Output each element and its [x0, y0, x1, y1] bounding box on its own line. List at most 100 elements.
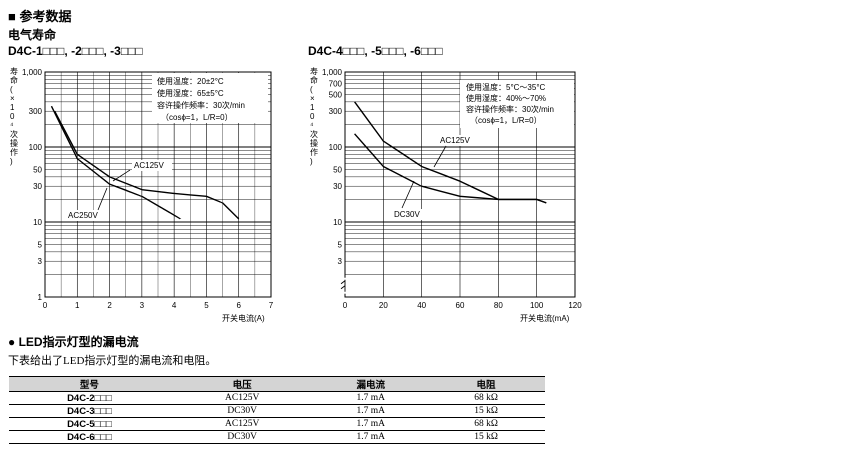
chart1-y-label: 寿命(× 1 0 ⁴ 次操作) [10, 66, 18, 166]
chart1-series-label-1: AC125V [134, 161, 164, 170]
c1-y-tick-label: 3 [38, 257, 43, 266]
c2-x-tick-label: 40 [417, 301, 426, 310]
table-header-row: 型号 电压 漏电流 电阻 [9, 376, 545, 392]
c2-x-tick-label: 100 [530, 301, 544, 310]
c1-y-tick-label: 100 [29, 143, 43, 152]
c1-y-tick-label: 1,000 [22, 68, 43, 77]
c1-x-tick-label: 0 [43, 301, 48, 310]
c1-x-tick-label: 2 [107, 301, 112, 310]
c2-y-tick-label: 10 [333, 218, 342, 227]
c2-x-tick-label: 60 [456, 301, 465, 310]
c2-y-tick-label: 100 [329, 143, 343, 152]
section2-heading: ● LED指示灯型的漏电流 [8, 335, 139, 349]
c1-x-tick-label: 4 [172, 301, 177, 310]
c2-y-tick-label: 3 [338, 257, 343, 266]
c2-x-tick-label: 120 [568, 301, 582, 310]
leakage-table: 型号 电压 漏电流 电阻 D4C-2□□□ AC125V 1.7 mA 68 k… [9, 376, 545, 444]
chart1-notes-box [152, 73, 268, 123]
cell-voltage: DC30V [169, 404, 315, 418]
chart1-note-3: 容许操作频率：30次/min [157, 100, 245, 110]
c2-x-tick-label: 20 [379, 301, 388, 310]
chart1-label-bg-1 [132, 160, 172, 171]
col-header-resistance: 电阻 [427, 376, 545, 392]
chart1-note-4: （cosϕ=1，L/R=0） [161, 113, 233, 122]
chart1-leader-1 [112, 169, 131, 182]
c1-x-tick-label: 1 [75, 301, 80, 310]
col-header-leakage: 漏电流 [314, 376, 428, 392]
c2-y-tick-label: 1,000 [322, 68, 343, 77]
chart2-leader-2 [401, 180, 415, 209]
chart2-series-label-2: DC30V [394, 210, 420, 219]
chart2-notes-box [460, 80, 574, 128]
chart2-note-3: 容许操作频率：30次/min [466, 104, 554, 114]
subsection-heading: 电气寿命 [8, 28, 57, 42]
cell-resistance: 15 kΩ [427, 430, 545, 444]
c1-series-line-2 [50, 105, 181, 220]
c1-frame [44, 71, 272, 298]
chart2-note-1: 使用温度：5°C～35°C [466, 82, 546, 92]
cell-model: D4C-2□□□ [9, 391, 170, 405]
chart2-series-label-1: AC125V [440, 136, 470, 145]
c2-y-tick-label: 700 [329, 80, 343, 89]
chart1-x-label: 开关电流(A) [222, 313, 265, 323]
cell-resistance: 68 kΩ [427, 417, 545, 431]
col-header-voltage: 电压 [169, 376, 315, 392]
chart1-note-2: 使用湿度：65±5°C [157, 88, 224, 98]
c1-y-tick-label: 300 [29, 107, 43, 116]
cell-resistance: 68 kΩ [427, 391, 545, 405]
c1-x-tick-label: 3 [140, 301, 145, 310]
cell-voltage: AC125V [169, 391, 315, 405]
cell-model: D4C-3□□□ [9, 404, 170, 418]
section-heading: ■ 参考数据 [8, 9, 72, 24]
chart2-note-2: 使用湿度：40%～70% [466, 93, 546, 103]
section2-description: 下表给出了LED指示灯型的漏电流和电阻。 [8, 355, 217, 367]
cell-model: D4C-6□□□ [9, 430, 170, 444]
c2-frame [344, 71, 576, 298]
c1-y-tick-label: 30 [33, 182, 42, 191]
table-row: D4C-3□□□ DC30V 1.7 mA 15 kΩ [9, 404, 545, 418]
chart2-label-bg-1 [438, 135, 478, 146]
c2-series-line-2 [354, 133, 547, 204]
chart2-leader-1 [433, 145, 447, 168]
c2-x-tick-label: 0 [343, 301, 348, 310]
c2-y-tick-label: 30 [333, 182, 342, 191]
c1-x-tick-label: 7 [269, 301, 274, 310]
chart2-label-bg-2 [392, 209, 428, 220]
chart1-note-1: 使用温度：20±2°C [157, 76, 224, 86]
col-header-model: 型号 [9, 376, 170, 392]
cell-model: D4C-5□□□ [9, 417, 170, 431]
chart1-leader-2 [97, 187, 108, 211]
cell-leakage: 1.7 mA [314, 417, 428, 431]
cell-leakage: 1.7 mA [314, 430, 428, 444]
cell-leakage: 1.7 mA [314, 404, 428, 418]
c1-y-tick-label: 50 [33, 166, 42, 175]
table-row: D4C-2□□□ AC125V 1.7 mA 68 kΩ [9, 391, 545, 405]
table-row: D4C-5□□□ AC125V 1.7 mA 68 kΩ [9, 417, 545, 431]
c2-y-tick-label: 500 [329, 91, 343, 100]
cell-leakage: 1.7 mA [314, 391, 428, 405]
c1-x-tick-label: 5 [204, 301, 209, 310]
chart1-label-bg-2 [66, 210, 106, 221]
chart2-x-label: 开关电流(mA) [520, 313, 570, 323]
c1-y-tick-label: 1 [38, 293, 43, 302]
c2-y-tick-label: 50 [333, 166, 342, 175]
cell-resistance: 15 kΩ [427, 404, 545, 418]
c1-series-line-1 [54, 110, 240, 220]
c1-y-tick-label: 10 [33, 218, 42, 227]
cell-voltage: AC125V [169, 417, 315, 431]
c2-axis-break [340, 279, 346, 292]
cell-voltage: DC30V [169, 430, 315, 444]
chart2-note-4: （cosϕ=1，L/R=0） [470, 116, 542, 125]
c2-x-tick-label: 80 [494, 301, 503, 310]
chart2-y-label: 寿命(× 1 0 ⁴ 次操作) [310, 66, 318, 166]
chart2-title: D4C-4□□□, -5□□□, -6□□□ [308, 44, 443, 58]
c1-x-tick-label: 6 [236, 301, 241, 310]
c2-y-tick-label: 5 [338, 241, 343, 250]
table-row: D4C-6□□□ DC30V 1.7 mA 15 kΩ [9, 430, 545, 444]
chart1-title: D4C-1□□□, -2□□□, -3□□□ [8, 44, 143, 58]
chart1-series-label-2: AC250V [68, 211, 98, 220]
c2-y-tick-label: 300 [329, 107, 343, 116]
c1-y-tick-label: 5 [38, 241, 43, 250]
